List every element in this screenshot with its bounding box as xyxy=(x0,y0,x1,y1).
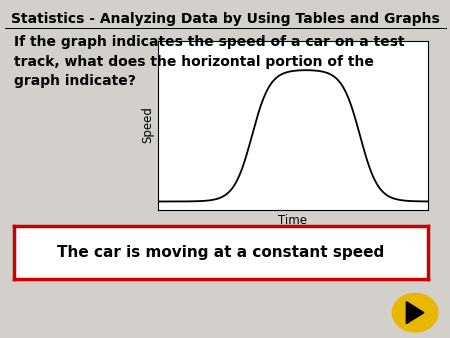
Text: The car is moving at a constant speed: The car is moving at a constant speed xyxy=(57,245,384,260)
X-axis label: Time: Time xyxy=(278,214,307,227)
Text: Statistics - Analyzing Data by Using Tables and Graphs: Statistics - Analyzing Data by Using Tab… xyxy=(11,12,439,26)
Text: If the graph indicates the speed of a car on a test
track, what does the horizon: If the graph indicates the speed of a ca… xyxy=(14,35,404,89)
Circle shape xyxy=(392,293,438,332)
Polygon shape xyxy=(406,301,424,324)
Y-axis label: Speed: Speed xyxy=(142,106,155,144)
